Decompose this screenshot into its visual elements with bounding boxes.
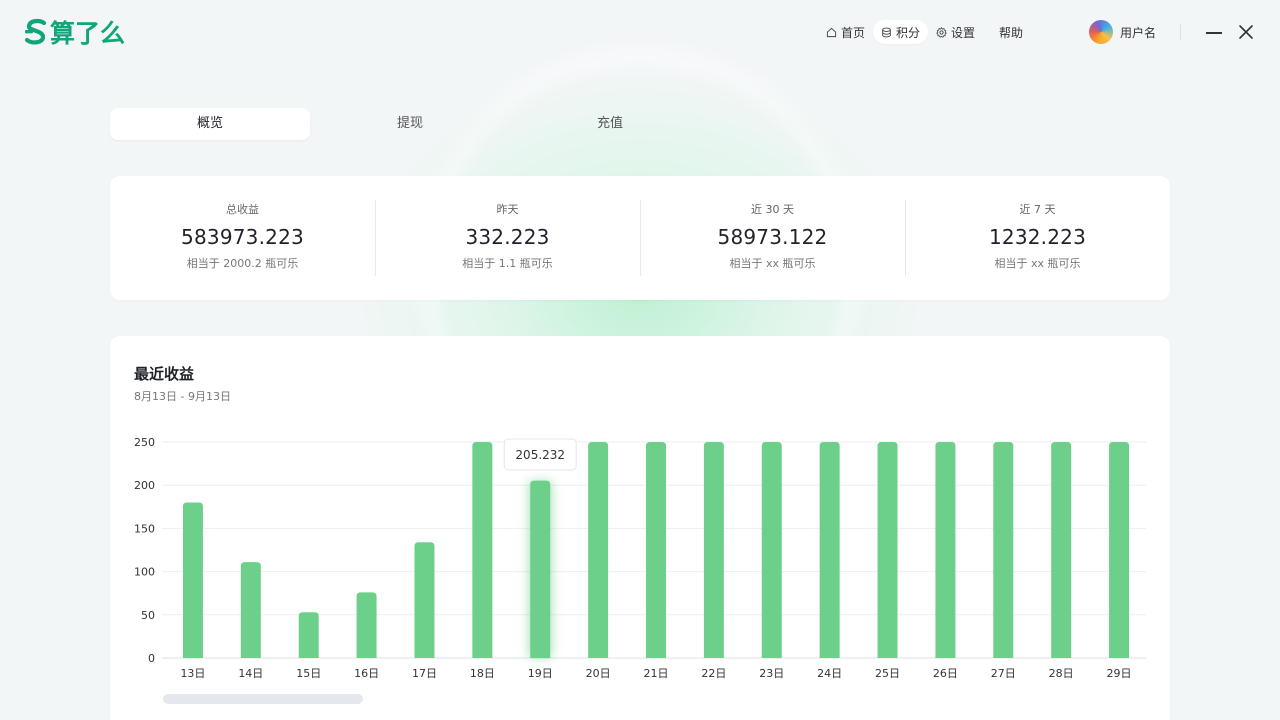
divider (1180, 24, 1181, 40)
tooltip-value: 205.232 (515, 448, 565, 462)
app-logo[interactable]: 算了么 (24, 16, 125, 48)
gear-icon (936, 26, 947, 38)
tab-overview[interactable]: 概览 (110, 108, 310, 140)
nav-item-points[interactable]: 积分 (873, 20, 929, 44)
x-tick-label: 15日 (296, 667, 321, 680)
stat-label: 近 30 天 (751, 203, 794, 216)
x-tick-label: 27日 (991, 667, 1016, 680)
x-tick-label: 21日 (644, 667, 669, 680)
chart-bar (182, 502, 203, 658)
minimize-button[interactable] (1205, 24, 1223, 40)
logo-text: 算了么 (50, 19, 126, 48)
x-tick-label: 18日 (470, 667, 495, 680)
x-tick-label: 28日 (1049, 667, 1074, 680)
stat-yesterday: 昨天 332.223 相当于 1.1 瓶可乐 (375, 200, 640, 276)
username: 用户名 (1120, 25, 1157, 40)
chart-bar (877, 442, 898, 658)
x-tick-label: 17日 (412, 667, 437, 680)
chart-bar (298, 612, 319, 658)
stat-label: 昨天 (496, 203, 519, 216)
stat-total: 总收益 583973.223 相当于 2000.2 瓶可乐 (110, 200, 375, 276)
nav-item-home[interactable]: 首页 (818, 20, 873, 44)
x-tick-label: 14日 (238, 667, 263, 680)
stat-label: 近 7 天 (1019, 203, 1056, 216)
help-label: 帮助 (999, 25, 1024, 40)
x-tick-label: 26日 (933, 667, 958, 680)
home-icon (826, 27, 837, 37)
stat-value: 583973.223 (181, 225, 304, 249)
x-tick-label: 22日 (701, 667, 726, 680)
chart-bar (935, 442, 956, 658)
logo-s-icon (24, 18, 47, 45)
stat-sub: 相当于 xx 瓶可乐 (729, 257, 816, 270)
user-menu[interactable]: 用户名 (1089, 20, 1156, 44)
y-tick-label: 100 (134, 566, 155, 579)
coins-icon (882, 27, 891, 37)
close-button[interactable] (1237, 23, 1255, 41)
bar-chart: 0 50 100 150 200 250 13日 14日 15日 16日 17日 18日 19日 20日 2… (134, 436, 1146, 680)
earnings-chart-card: 最近收益 8月13日 - 9月13日 0 50 100 150 200 250 13日 14日… (110, 336, 1170, 720)
x-tick-label: 16日 (354, 667, 379, 680)
top-bar: 算了么 首页 积分 设置 帮助 用户名 (0, 0, 1280, 64)
stat-7-days: 近 7 天 1232.223 相当于 xx 瓶可乐 (905, 200, 1170, 276)
chart-scrollbar[interactable] (163, 694, 363, 704)
chart-title: 最近收益 (134, 365, 195, 383)
stat-sub: 相当于 1.1 瓶可乐 (462, 257, 553, 270)
chart-bar (646, 442, 666, 658)
x-tick-label: 13日 (180, 667, 205, 680)
x-tick-label: 29日 (1107, 667, 1132, 680)
stat-sub: 相当于 2000.2 瓶可乐 (186, 257, 299, 270)
stat-label: 总收益 (226, 203, 259, 216)
chart-bar (993, 442, 1014, 658)
chart-bar (472, 442, 493, 658)
chart-bar (356, 592, 377, 658)
stat-value: 1232.223 (988, 225, 1087, 249)
stat-30-days: 近 30 天 58973.122 相当于 xx 瓶可乐 (640, 200, 905, 276)
stats-card: 总收益 583973.223 相当于 2000.2 瓶可乐 昨天 332.223… (110, 176, 1170, 300)
nav-item-label: 首页 (841, 25, 866, 40)
x-tick-label: 20日 (586, 667, 611, 680)
y-tick-label: 250 (134, 436, 155, 449)
close-icon (1239, 25, 1253, 39)
nav-item-label: 积分 (896, 25, 921, 40)
y-tick-label: 50 (141, 609, 155, 622)
x-tick-label: 25日 (875, 667, 900, 680)
y-tick-label: 0 (148, 652, 155, 665)
stat-sub: 相当于 xx 瓶可乐 (994, 257, 1081, 270)
chart-bar (414, 542, 435, 658)
tab-withdraw[interactable]: 提现 (396, 116, 423, 131)
help-link[interactable]: 帮助 (991, 20, 1031, 44)
x-tick-label: 24日 (817, 667, 842, 680)
top-nav: 首页 积分 设置 帮助 (818, 20, 1031, 44)
tab-recharge[interactable]: 充值 (596, 116, 623, 131)
chart-date-range: 8月13日 - 9月13日 (134, 390, 231, 403)
nav-item-label: 设置 (951, 25, 976, 40)
nav-item-settings[interactable]: 设置 (928, 20, 983, 44)
avatar (1089, 20, 1113, 44)
y-tick-label: 150 (134, 522, 155, 535)
x-tick-label: 23日 (759, 667, 784, 680)
y-tick-label: 200 (134, 479, 155, 492)
tooltip-box (503, 438, 577, 471)
chart-bar (761, 442, 782, 658)
stat-value: 332.223 (465, 225, 550, 249)
chart-bar (240, 562, 261, 658)
tab-bar: 概览 提现 充值 (110, 108, 710, 140)
chart-bar (530, 480, 551, 658)
chart-bar (1051, 442, 1072, 658)
chart-bar (1109, 442, 1130, 658)
x-tick-label: 19日 (528, 667, 553, 680)
chart-bar (703, 442, 724, 658)
chart-bar (588, 442, 609, 658)
chart-bar (819, 442, 840, 658)
stat-value: 58973.122 (717, 225, 828, 249)
